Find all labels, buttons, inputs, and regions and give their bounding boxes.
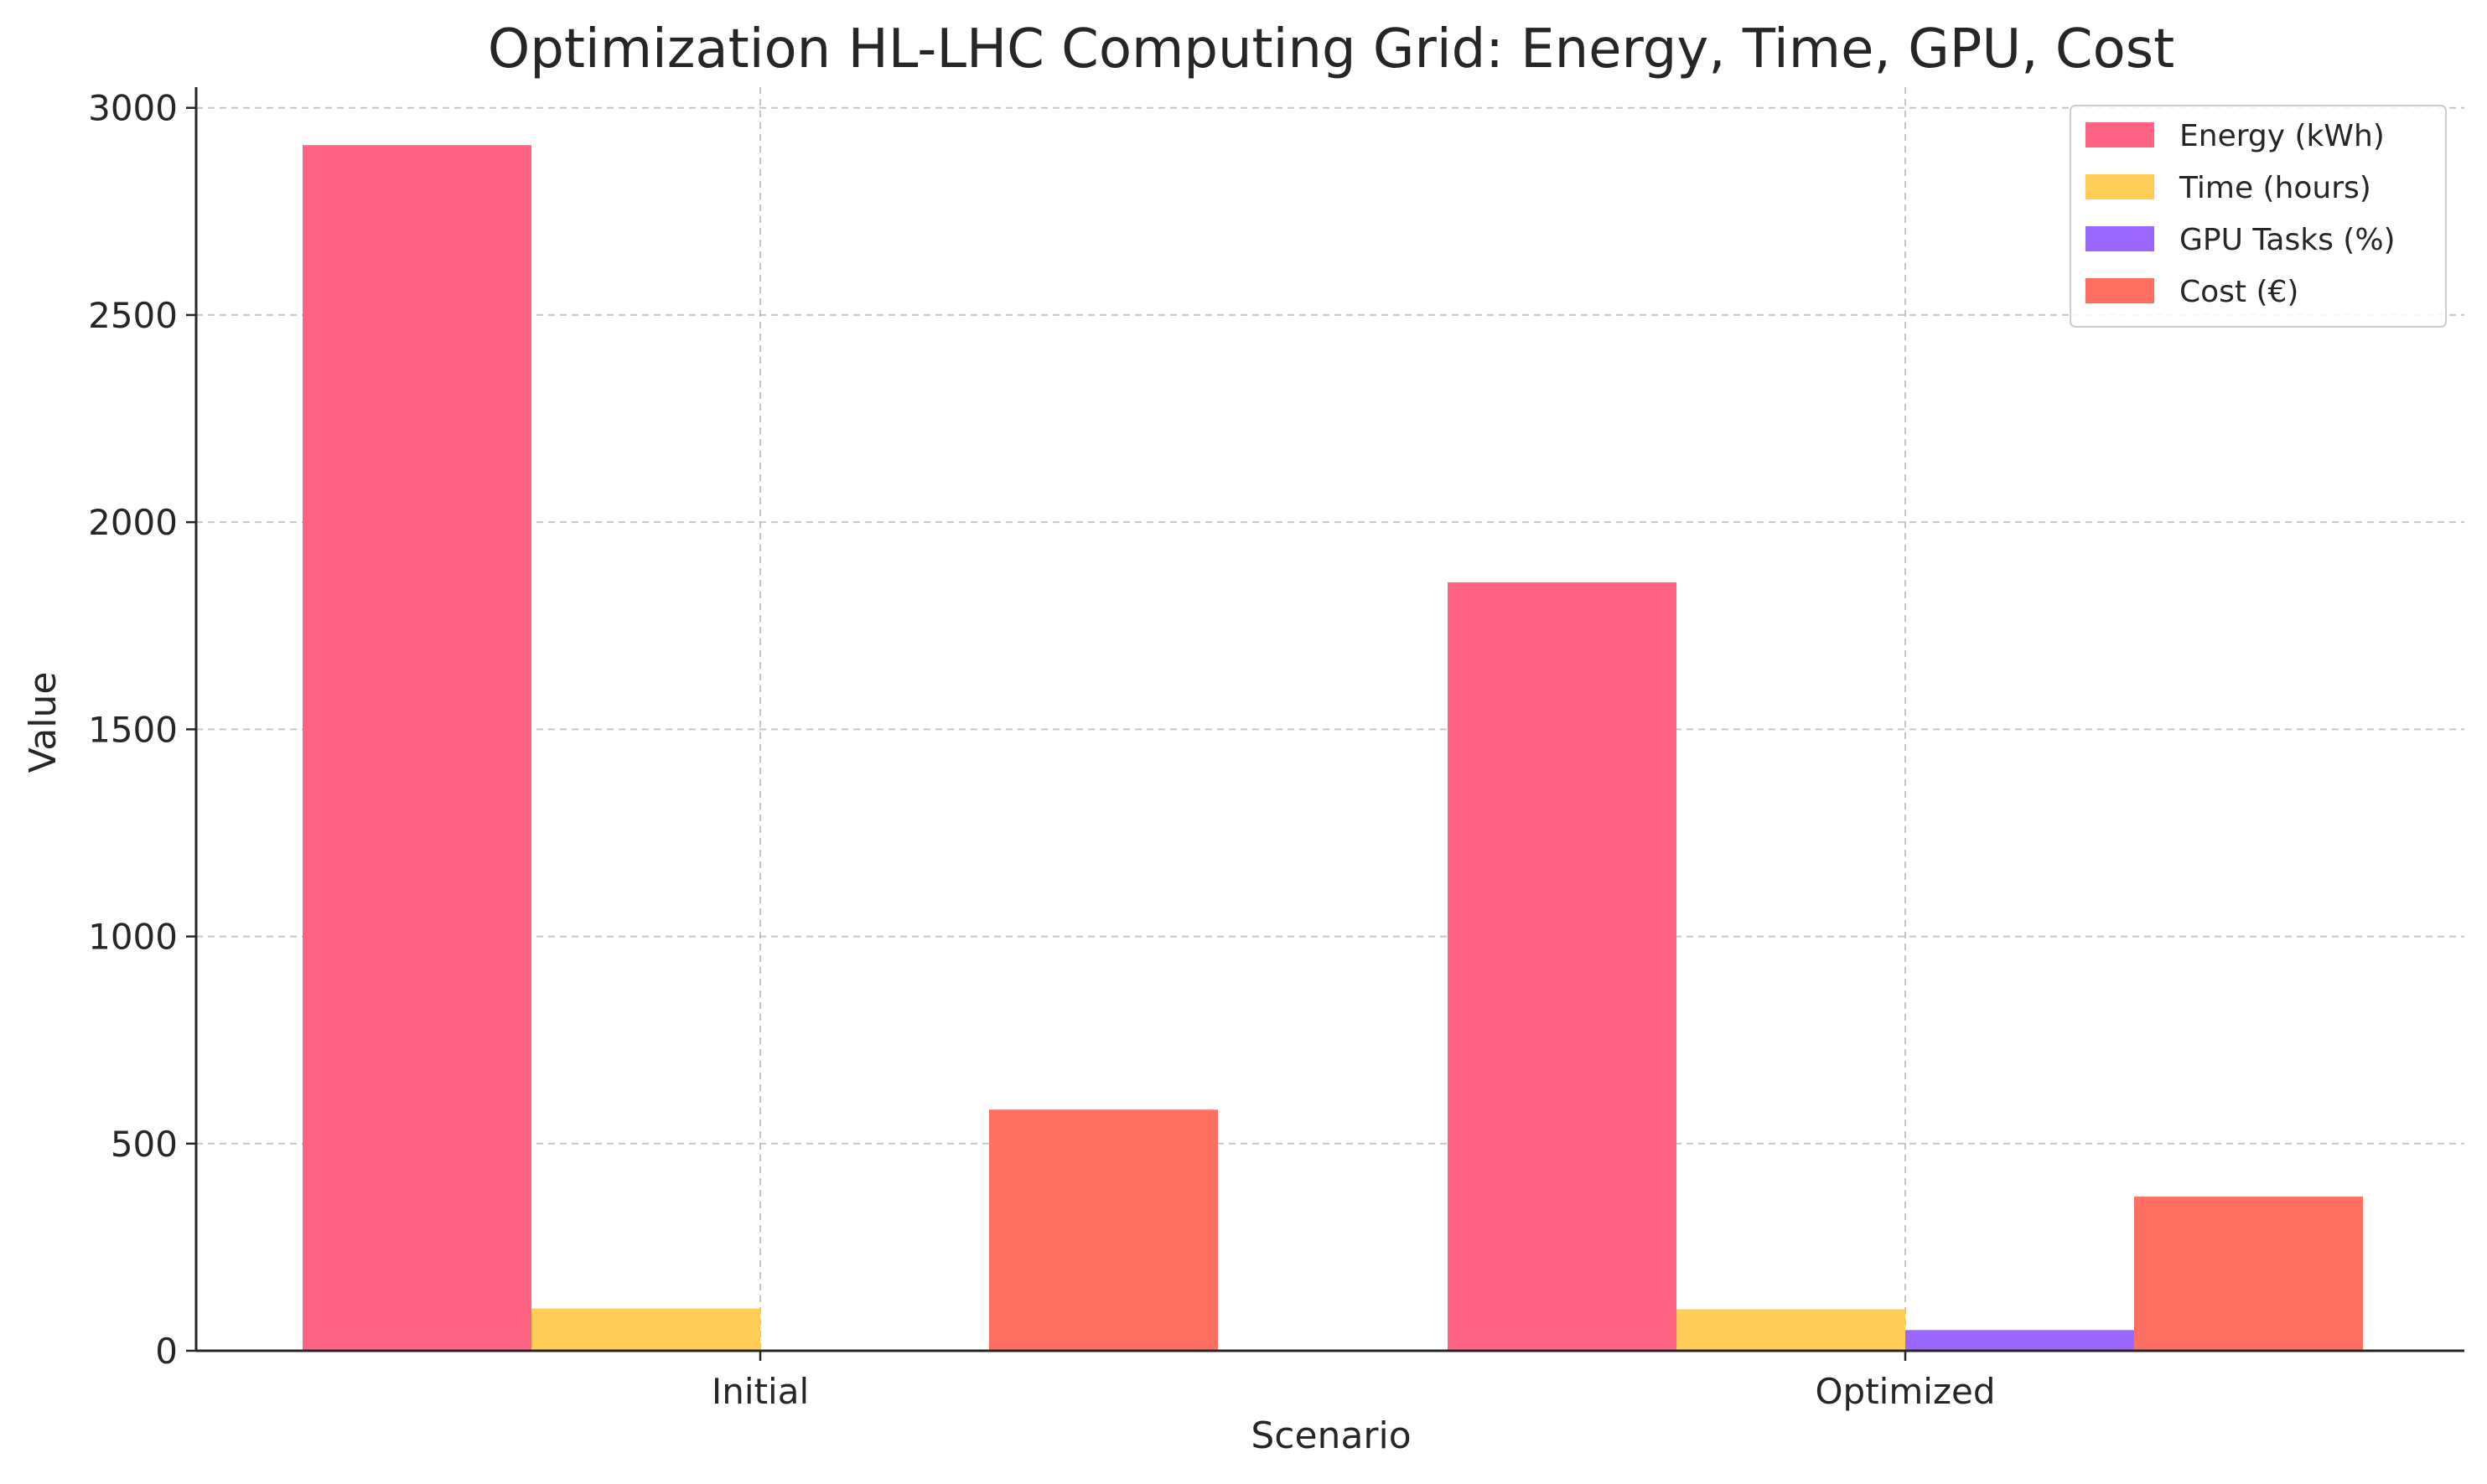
y-tick-label: 2500 [88, 295, 178, 336]
legend-swatch [2085, 278, 2154, 303]
bar [1676, 1309, 1905, 1351]
legend: Energy (kWh) Time (hours) GPU Tasks (%) Cos… [2070, 105, 2447, 328]
bars [303, 145, 2363, 1351]
y-tick-label: 1000 [88, 917, 178, 958]
legend-label: Cost (€) [2179, 275, 2298, 309]
legend-label: Energy (kWh) [2179, 119, 2385, 153]
chart-title: Optimization HL-LHC Computing Grid: Ener… [488, 18, 2174, 80]
bar [1448, 582, 1676, 1351]
tick-labels: 0 500 1000 1500 2000 2500 3000 Initial Optimized [88, 88, 1995, 1412]
y-axis-title: Value [22, 672, 65, 773]
bar [989, 1109, 1218, 1351]
y-tick-label: 2000 [88, 502, 178, 543]
legend-frame [2070, 105, 2447, 328]
bar [303, 145, 531, 1351]
x-tick-label: Initial [712, 1371, 809, 1412]
y-tick-label: 0 [155, 1331, 178, 1372]
bar [2134, 1197, 2363, 1351]
axes [186, 87, 2464, 1361]
bar [1905, 1330, 2134, 1351]
y-tick-label: 500 [111, 1124, 178, 1165]
legend-label: GPU Tasks (%) [2179, 223, 2396, 257]
legend-label: Time (hours) [2179, 171, 2371, 205]
y-tick-label: 3000 [88, 88, 178, 129]
legend-swatch [2085, 122, 2154, 147]
bar [531, 1308, 760, 1351]
legend-swatch [2085, 226, 2154, 251]
legend-swatch [2085, 174, 2154, 199]
y-tick-label: 1500 [88, 709, 178, 750]
x-tick-label: Optimized [1816, 1371, 1996, 1412]
x-axis-title: Scenario [1251, 1414, 1411, 1457]
